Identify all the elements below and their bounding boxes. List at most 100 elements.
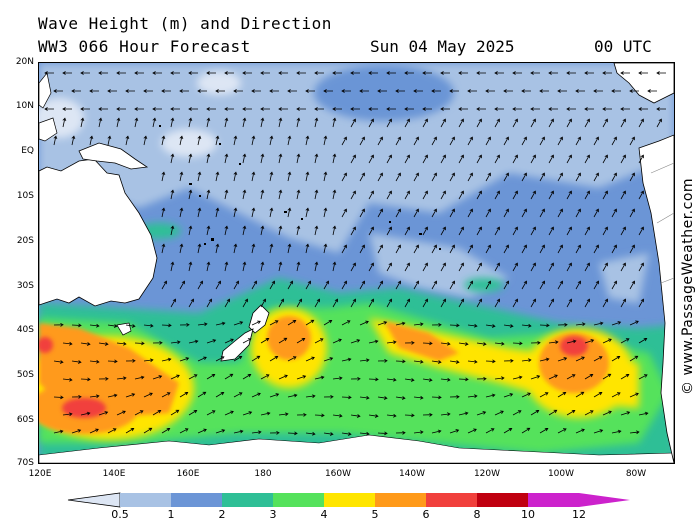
direction-arrow	[638, 262, 644, 272]
direction-arrow	[359, 395, 370, 400]
scale-label-1: 1	[167, 508, 175, 521]
direction-arrow	[575, 172, 581, 182]
philippines	[39, 72, 52, 109]
direction-arrow	[224, 117, 229, 128]
direction-arrow	[503, 324, 514, 328]
direction-arrow	[98, 411, 109, 416]
direction-arrow	[44, 107, 54, 111]
direction-arrow	[521, 208, 527, 218]
direction-arrow	[467, 89, 477, 93]
direction-arrow	[260, 261, 265, 272]
direction-arrow	[566, 374, 576, 380]
direction-arrow	[206, 339, 217, 344]
direction-arrow	[242, 411, 253, 416]
direction-arrow	[458, 71, 468, 75]
wave-height-map[interactable]	[38, 62, 675, 464]
direction-arrow	[566, 339, 577, 344]
direction-arrow	[539, 244, 545, 254]
direction-arrow	[593, 392, 603, 398]
direction-arrow	[305, 89, 315, 93]
direction-arrow	[98, 71, 108, 75]
direction-arrow	[404, 413, 415, 418]
forecast-time: 00 UTC	[594, 37, 652, 56]
direction-arrow	[278, 337, 288, 344]
direction-arrow	[404, 118, 410, 128]
direction-arrow	[296, 338, 306, 344]
direction-arrow	[386, 298, 392, 308]
direction-arrow	[152, 340, 163, 345]
direction-arrow	[197, 243, 202, 254]
direction-arrow	[638, 411, 649, 416]
direction-arrow	[332, 261, 337, 272]
direction-arrow	[602, 262, 608, 272]
direction-arrow	[377, 358, 388, 363]
scale-swatch-1	[171, 493, 222, 507]
direction-arrow	[278, 117, 283, 128]
direction-arrow	[575, 244, 581, 254]
direction-arrow	[170, 225, 175, 236]
direction-arrow	[80, 117, 85, 128]
direction-arrow	[278, 107, 288, 111]
direction-arrow	[494, 107, 504, 111]
direction-arrow	[557, 322, 568, 327]
lon-label-180: 180	[254, 469, 272, 479]
direction-arrow	[512, 298, 518, 308]
direction-arrow	[485, 172, 491, 182]
lat-label-20s: 20S	[16, 236, 34, 246]
direction-arrow	[512, 410, 522, 416]
direction-arrow	[494, 71, 504, 75]
direction-arrow	[611, 244, 617, 254]
direction-arrow	[467, 323, 478, 328]
direction-arrow	[485, 136, 491, 146]
direction-arrow	[476, 342, 487, 346]
direction-arrow	[629, 280, 635, 290]
direction-arrow	[314, 261, 319, 272]
direction-arrow	[152, 107, 162, 111]
direction-arrow	[296, 117, 301, 128]
new-zealand-south-island	[220, 328, 254, 362]
direction-arrow	[458, 298, 464, 308]
direction-arrow	[413, 430, 424, 435]
direction-arrow	[494, 190, 500, 200]
direction-arrow	[206, 189, 211, 200]
direction-arrow	[629, 320, 639, 326]
direction-arrow	[224, 338, 234, 344]
scale-swatch-5	[375, 493, 426, 507]
direction-arrow	[548, 118, 554, 128]
direction-arrow	[260, 338, 270, 344]
direction-arrow	[278, 225, 283, 236]
direction-arrow	[629, 355, 639, 362]
direction-arrow	[143, 392, 153, 398]
direction-arrow	[422, 154, 428, 164]
direction-arrow	[386, 190, 392, 200]
direction-arrow	[485, 359, 496, 364]
direction-arrow	[350, 154, 356, 164]
direction-arrow	[350, 414, 361, 418]
direction-arrow	[161, 357, 172, 362]
direction-arrow	[476, 411, 487, 416]
direction-arrow	[368, 298, 374, 308]
lon-label-120w: 120W	[473, 469, 501, 479]
direction-arrow	[359, 244, 365, 254]
direction-arrow	[350, 71, 360, 75]
direction-arrow	[125, 428, 135, 434]
direction-arrow	[593, 136, 599, 146]
direction-arrow	[440, 341, 451, 346]
direction-arrow	[269, 280, 275, 290]
direction-arrow	[314, 107, 324, 111]
direction-arrow	[215, 207, 220, 218]
direction-arrow	[377, 321, 388, 326]
direction-arrow	[260, 225, 265, 236]
direction-arrow	[242, 107, 252, 111]
direction-arrow	[377, 280, 383, 290]
direction-arrow	[179, 280, 185, 290]
direction-arrow	[242, 117, 247, 128]
scale-start-triangle	[67, 492, 121, 508]
direction-arrow	[530, 410, 540, 416]
direction-arrow	[89, 428, 99, 434]
direction-arrow	[566, 71, 576, 75]
direction-arrow	[557, 392, 567, 398]
direction-arrow	[206, 107, 216, 111]
direction-arrow	[638, 226, 644, 236]
direction-arrow	[206, 153, 211, 164]
